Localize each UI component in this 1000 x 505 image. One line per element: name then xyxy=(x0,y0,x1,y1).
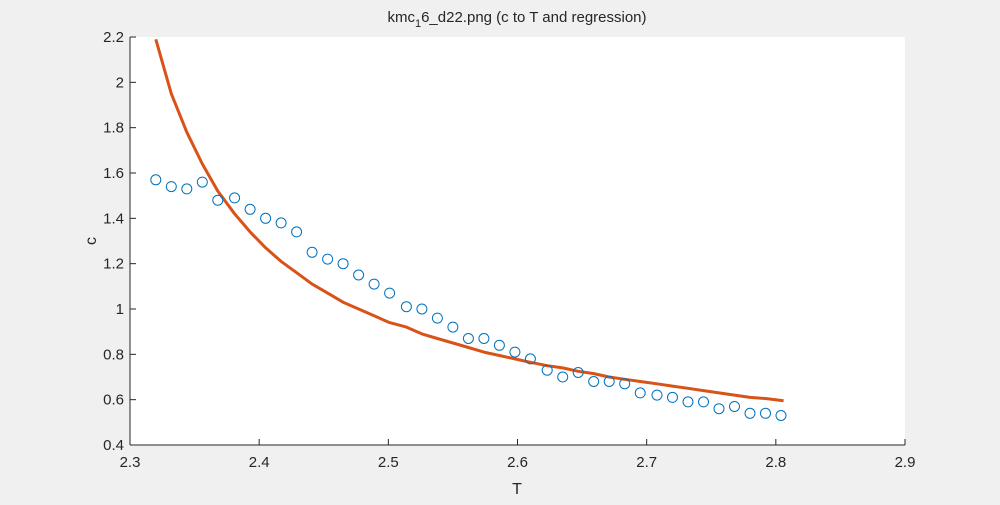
y-tick-label: 0.6 xyxy=(103,392,124,409)
scatter-point xyxy=(229,192,241,204)
scatter-point xyxy=(462,333,474,344)
y-axis-label: c xyxy=(83,237,100,245)
scatter-point xyxy=(150,174,162,186)
scatter-point xyxy=(775,410,787,421)
x-tick-label: 2.4 xyxy=(249,454,270,471)
scatter-point xyxy=(667,391,678,403)
scatter-point xyxy=(244,203,256,215)
x-tick-label: 2.8 xyxy=(765,454,786,471)
scatter-point xyxy=(478,333,490,344)
scatter-point xyxy=(541,364,553,376)
scatter-point xyxy=(588,376,600,387)
scatter-point xyxy=(275,217,287,229)
x-tick-label: 2.5 xyxy=(378,454,399,471)
scatter-point xyxy=(760,407,771,419)
y-tick-label: 1.6 xyxy=(103,165,124,182)
scatter-point xyxy=(493,339,505,351)
y-tick-label: 1.4 xyxy=(103,210,124,227)
scatter-point xyxy=(447,321,459,333)
axes-layer: 2.3 2.4 2.5 2.6 2.7 2.8 2.9 0.4 0.6 0.8 1 1.2 1.4 1.6… xyxy=(103,29,915,471)
scatter-point xyxy=(322,253,334,265)
y-tick-label: 1.2 xyxy=(103,256,124,273)
scatter-point xyxy=(212,194,224,206)
scatter-point xyxy=(260,212,272,224)
y-tick-label: 0.4 xyxy=(103,437,124,454)
scatter-point xyxy=(165,181,177,193)
scatter-point xyxy=(744,407,756,419)
x-tick-label: 2.6 xyxy=(507,454,528,471)
x-tick-label: 2.9 xyxy=(895,454,916,471)
regression-line xyxy=(154,38,784,403)
marks-layer xyxy=(150,38,787,421)
y-tick-label: 2.2 xyxy=(103,29,124,46)
scatter-point xyxy=(603,376,615,387)
scatter-point xyxy=(557,371,569,383)
scatter-point xyxy=(306,246,318,258)
x-tick-label: 2.7 xyxy=(636,454,657,471)
plot-area xyxy=(130,37,905,445)
y-tick-label: 1 xyxy=(116,301,124,318)
scatter-point xyxy=(337,258,349,270)
scatter-point xyxy=(651,389,663,401)
y-tick-label: 2 xyxy=(116,74,124,91)
scatter-point xyxy=(634,387,646,399)
scatter-point xyxy=(196,176,208,188)
scatter-point xyxy=(353,269,365,281)
scatter-point xyxy=(384,287,396,299)
y-tick-label: 0.8 xyxy=(103,346,124,363)
x-tick-label: 2.3 xyxy=(120,454,141,471)
y-tick-label: 1.8 xyxy=(103,120,124,137)
scatter-point xyxy=(682,396,694,408)
scatter-point xyxy=(416,303,428,315)
scatter-point xyxy=(368,278,380,290)
scatter-point xyxy=(698,396,709,408)
scatter-point xyxy=(400,301,412,313)
scatter-point xyxy=(524,353,536,365)
scatter-point xyxy=(291,226,303,238)
scatter-point xyxy=(572,367,584,378)
scatter-point xyxy=(509,346,521,358)
scatter-point xyxy=(713,403,725,415)
scatter-point xyxy=(181,183,193,195)
scatter-point xyxy=(431,312,443,324)
x-axis-label: T xyxy=(512,481,522,498)
chart-title: kmc16_d22.png (c to T and regression) xyxy=(387,9,646,30)
scatter-point xyxy=(619,378,631,390)
scatter-point xyxy=(729,401,740,412)
